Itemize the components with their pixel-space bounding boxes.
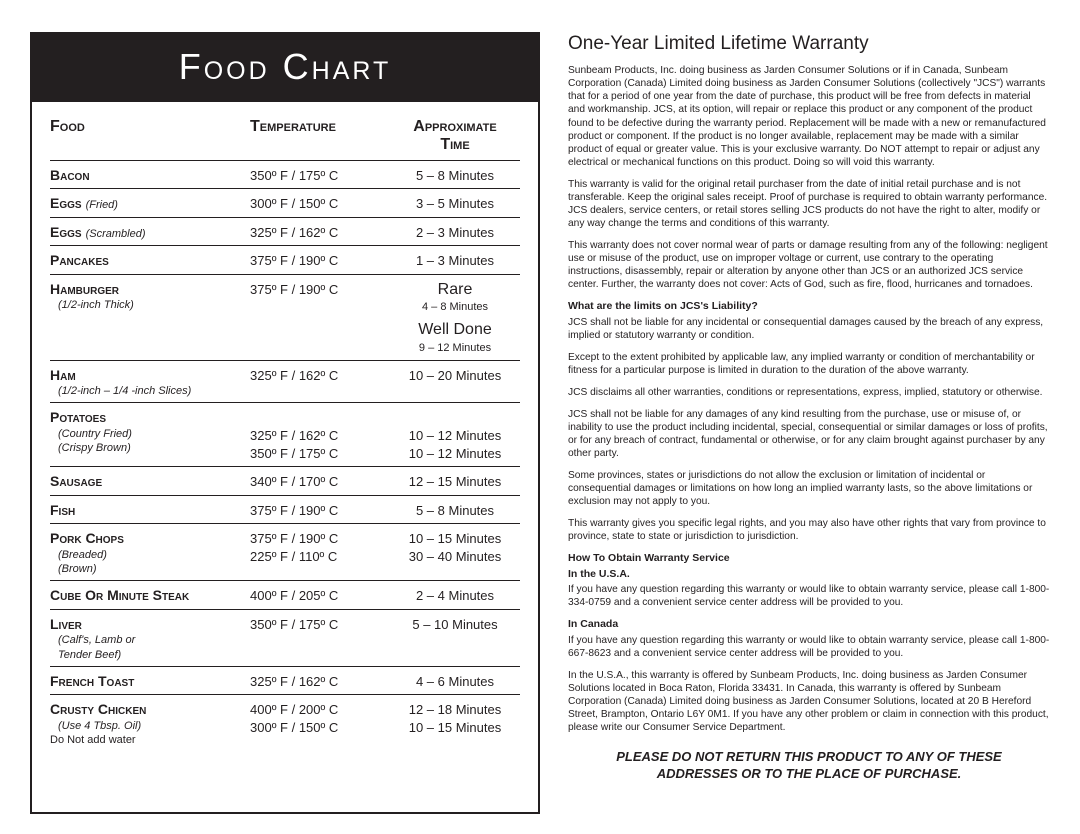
time-cell: 1 – 3 Minutes <box>390 252 520 270</box>
temp-cell: 300º F / 150º C <box>250 195 390 213</box>
warranty-section: One-Year Limited Lifetime Warranty Sunbe… <box>568 32 1050 814</box>
chart-title: Food Chart <box>32 34 538 102</box>
table-row: Eggs(Scrambled) 325º F / 162º C2 – 3 Minu… <box>50 218 520 247</box>
temp-cell: 400º F / 200º C300º F / 150º C <box>250 701 390 747</box>
time-cell: 4 – 6 Minutes <box>390 673 520 691</box>
warranty-heading: One-Year Limited Lifetime Warranty <box>568 32 1050 56</box>
usa-head: In the U.S.A. <box>568 568 1050 581</box>
food-sub: (1/2-inch – 1/4 -inch Slices) <box>50 384 250 398</box>
food-name: Liver <box>50 616 82 632</box>
header-approx: Approximate <box>390 118 520 136</box>
food-name: Sausage <box>50 473 102 489</box>
header-temp: Temperature <box>250 118 336 135</box>
table-row: Liver(Calf's, Lamb orTender Beef)350º F … <box>50 610 520 667</box>
table-row: Ham(1/2-inch – 1/4 -inch Slices)325º F /… <box>50 361 520 404</box>
food-name: Hamburger <box>50 281 119 297</box>
food-sub: (Use 4 Tbsp. Oil) <box>50 719 250 733</box>
howto-head: How To Obtain Warranty Service <box>568 552 1050 565</box>
table-row: French Toast 325º F / 162º C4 – 6 Minutes <box>50 667 520 696</box>
time-cell: 12 – 18 Minutes10 – 15 Minutes <box>390 701 520 747</box>
header-food: Food <box>50 118 85 135</box>
liability-para: JCS shall not be liable for any damages … <box>568 408 1050 460</box>
table-row: Bacon 350º F / 175º C5 – 8 Minutes <box>50 161 520 190</box>
table-row: Potatoes (Country Fried)(Crispy Brown) 32… <box>50 403 520 467</box>
warranty-para: This warranty is valid for the original … <box>568 178 1050 230</box>
food-name: Cube Or Minute Steak <box>50 587 189 603</box>
liability-para: JCS disclaims all other warranties, cond… <box>568 386 1050 399</box>
chart-body: Food Temperature Approximate Time Bacon 3… <box>32 102 538 766</box>
table-row: Cube Or Minute Steak 400º F / 205º C2 – 4… <box>50 581 520 610</box>
temp-cell: 340º F / 170º C <box>250 473 390 491</box>
food-sub: (Breaded) <box>50 548 250 562</box>
food-sub: (Calf's, Lamb or <box>50 633 250 647</box>
food-name: Pork Chops <box>50 530 124 546</box>
liability-para: JCS shall not be liable for any incident… <box>568 316 1050 342</box>
food-name: Pancakes <box>50 252 109 268</box>
time-cell: 2 – 3 Minutes <box>390 224 520 242</box>
food-sub: Tender Beef) <box>50 648 250 662</box>
time-cell: 10 – 20 Minutes <box>390 367 520 399</box>
food-name: Potatoes <box>50 409 106 425</box>
warranty-footer-para: In the U.S.A., this warranty is offered … <box>568 669 1050 734</box>
food-name: Crusty Chicken <box>50 701 146 717</box>
table-row: Sausage 340º F / 170º C12 – 15 Minutes <box>50 467 520 496</box>
food-name: Eggs <box>50 195 82 211</box>
temp-cell: 375º F / 190º C <box>250 502 390 520</box>
header-time: Time <box>390 136 520 154</box>
chart-header-row: Food Temperature Approximate Time <box>50 118 520 161</box>
canada-head: In Canada <box>568 618 1050 631</box>
food-sub: (1/2-inch Thick) <box>50 298 250 312</box>
food-chart: Food Chart Food Temperature Approximate … <box>30 32 540 814</box>
canada-text: If you have any question regarding this … <box>568 634 1050 660</box>
table-row: Crusty Chicken (Use 4 Tbsp. Oil)Do Not ad… <box>50 695 520 751</box>
food-sub: (Country Fried) <box>50 427 250 441</box>
temp-cell: 325º F / 162º C <box>250 224 390 242</box>
table-row: Fish 375º F / 190º C5 – 8 Minutes <box>50 496 520 525</box>
time-cell: 10 – 15 Minutes30 – 40 Minutes <box>390 530 520 576</box>
liability-para: Except to the extent prohibited by appli… <box>568 351 1050 377</box>
food-sub: (Brown) <box>50 562 250 576</box>
temp-cell: 375º F / 190º C <box>250 281 390 356</box>
time-cell: Rare4 – 8 MinutesWell Done9 – 12 Minutes <box>390 281 520 356</box>
time-cell: 5 – 8 Minutes <box>390 502 520 520</box>
time-cell: 12 – 15 Minutes <box>390 473 520 491</box>
time-cell: 5 – 10 Minutes <box>390 616 520 662</box>
time-cell: 3 – 5 Minutes <box>390 195 520 213</box>
warranty-para: This warranty does not cover normal wear… <box>568 239 1050 291</box>
food-name: Fish <box>50 502 75 518</box>
food-sub: (Scrambled) <box>82 228 146 240</box>
time-cell: 10 – 12 Minutes10 – 12 Minutes <box>390 409 520 462</box>
liability-head: What are the limits on JCS's Liability? <box>568 300 1050 313</box>
food-sub: (Crispy Brown) <box>50 441 250 455</box>
time-cell: 2 – 4 Minutes <box>390 587 520 605</box>
temp-cell: 325º F / 162º C350º F / 175º C <box>250 409 390 462</box>
table-row: Pancakes 375º F / 190º C1 – 3 Minutes <box>50 246 520 275</box>
temp-cell: 375º F / 190º C225º F / 110º C <box>250 530 390 576</box>
usa-text: If you have any question regarding this … <box>568 583 1050 609</box>
food-name: Eggs <box>50 224 82 240</box>
temp-cell: 350º F / 175º C <box>250 616 390 662</box>
liability-para: This warranty gives you specific legal r… <box>568 517 1050 543</box>
liability-para: Some provinces, states or jurisdictions … <box>568 469 1050 508</box>
table-row: Pork Chops (Breaded)(Brown)375º F / 190º … <box>50 524 520 581</box>
temp-cell: 350º F / 175º C <box>250 167 390 185</box>
temp-cell: 325º F / 162º C <box>250 673 390 691</box>
food-name: Ham <box>50 367 76 383</box>
warranty-para: Sunbeam Products, Inc. doing business as… <box>568 64 1050 168</box>
table-row: Hamburger(1/2-inch Thick)375º F / 190º C… <box>50 275 520 361</box>
temp-cell: 375º F / 190º C <box>250 252 390 270</box>
temp-cell: 400º F / 205º C <box>250 587 390 605</box>
food-sub: (Fried) <box>82 199 118 211</box>
table-row: Eggs(Fried) 300º F / 150º C3 – 5 Minutes <box>50 189 520 218</box>
food-name: Bacon <box>50 167 90 183</box>
time-cell: 5 – 8 Minutes <box>390 167 520 185</box>
temp-cell: 325º F / 162º C <box>250 367 390 399</box>
food-name: French Toast <box>50 673 134 689</box>
return-notice: PLEASE DO NOT RETURN THIS PRODUCT TO ANY… <box>568 748 1050 783</box>
food-note: Do Not add water <box>50 733 250 747</box>
